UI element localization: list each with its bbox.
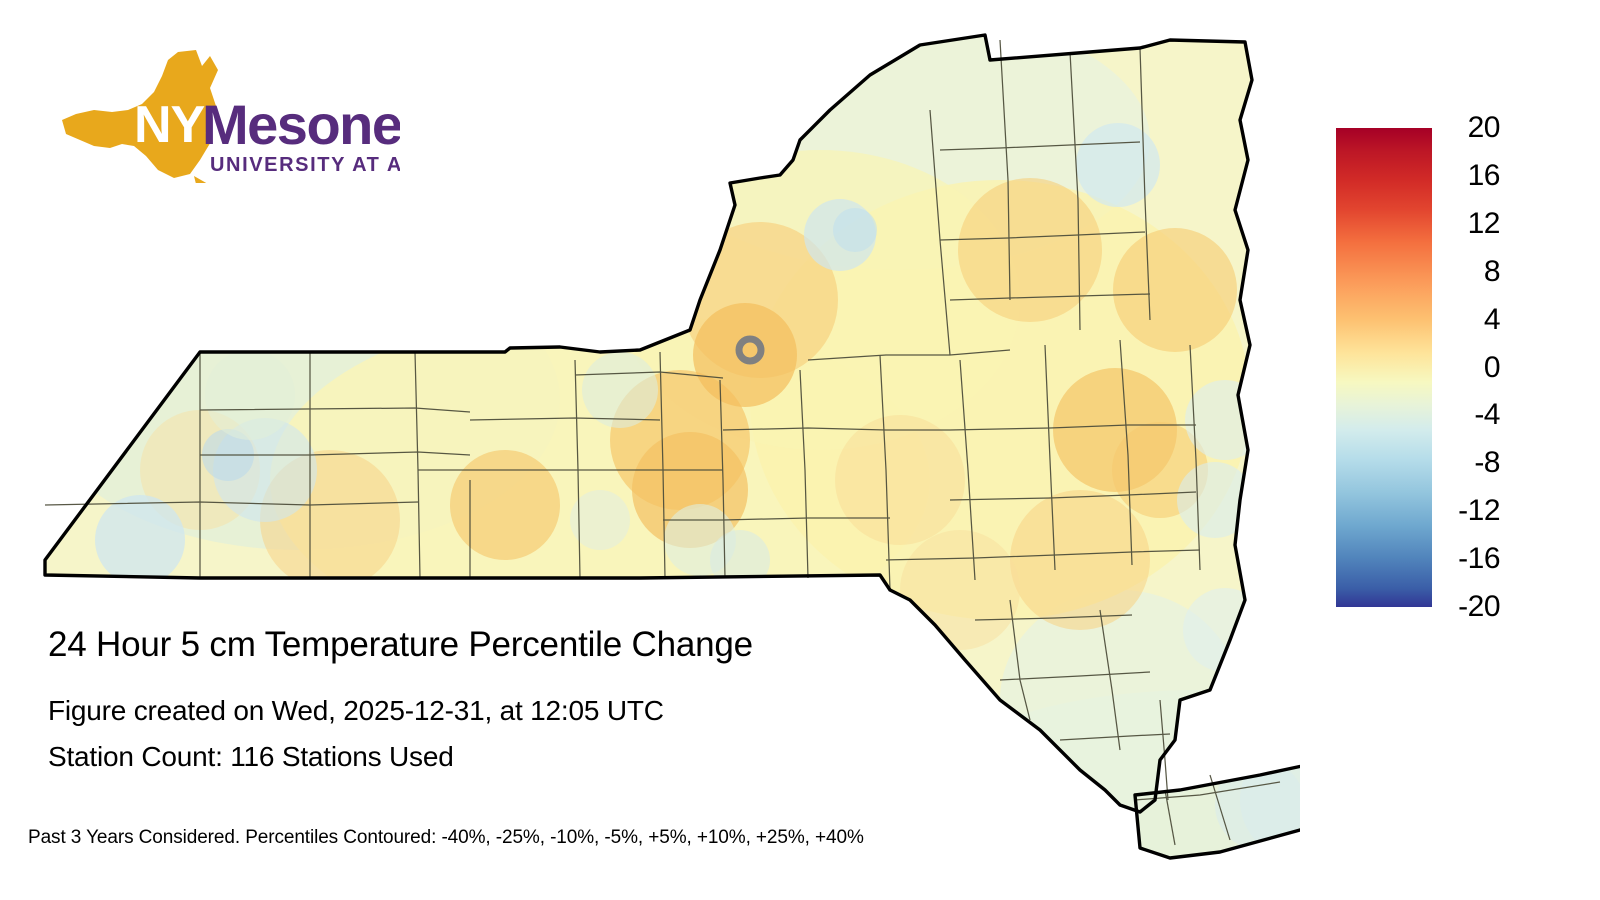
county-boundaries xyxy=(44,39,1281,846)
colorbar-tick-8: 8 xyxy=(1483,254,1501,288)
figure-footnote: Past 3 Years Considered. Percentiles Con… xyxy=(28,827,864,848)
colorbar-tick-20: 20 xyxy=(1467,111,1501,144)
colorbar-tick-neg4: -4 xyxy=(1474,398,1500,432)
nys-mesonet-logo: NYS Mesonet UNIVERSITY AT ALBANY xyxy=(50,48,400,183)
colorbar-tick-0: 0 xyxy=(1483,350,1501,384)
colorbar-tick-neg20: -20 xyxy=(1458,590,1500,623)
colorbar xyxy=(1336,128,1432,607)
colorbar-tick-labels: 20 16 12 8 4 0 -4 -8 -12 -16 -20 xyxy=(1440,113,1501,622)
map-svg xyxy=(43,33,1300,860)
colorbar-gradient xyxy=(1336,128,1432,607)
map-panel xyxy=(43,33,1300,860)
colorbar-tick-neg12: -12 xyxy=(1458,494,1500,528)
figure-title: 24 Hour 5 cm Temperature Percentile Chan… xyxy=(48,625,753,664)
colorbar-tick-16: 16 xyxy=(1467,158,1501,192)
logo-mesonet-text: Mesonet xyxy=(202,93,400,156)
colorbar-tick-neg8: -8 xyxy=(1474,446,1500,480)
state-silhouette-icon xyxy=(62,50,218,178)
colorbar-tick-neg16: -16 xyxy=(1458,542,1500,576)
station-marker-icon xyxy=(735,335,765,365)
logo-nys-text: NYS xyxy=(134,96,238,154)
colorbar-tick-4: 4 xyxy=(1483,302,1501,336)
logo-subtitle-text: UNIVERSITY AT ALBANY xyxy=(210,154,400,176)
caption-line-station-count: Station Count: 116 Stations Used xyxy=(48,741,454,772)
state-outline xyxy=(43,33,1300,860)
caption-line-created: Figure created on Wed, 2025-12-31, at 12… xyxy=(48,695,664,726)
long-island-silhouette-icon xyxy=(194,176,207,183)
caption-lines: Figure created on Wed, 2025-12-31, at 12… xyxy=(48,688,1048,780)
colorbar-tick-12: 12 xyxy=(1467,206,1501,240)
caption-block: 24 Hour 5 cm Temperature Percentile Chan… xyxy=(48,624,1048,780)
